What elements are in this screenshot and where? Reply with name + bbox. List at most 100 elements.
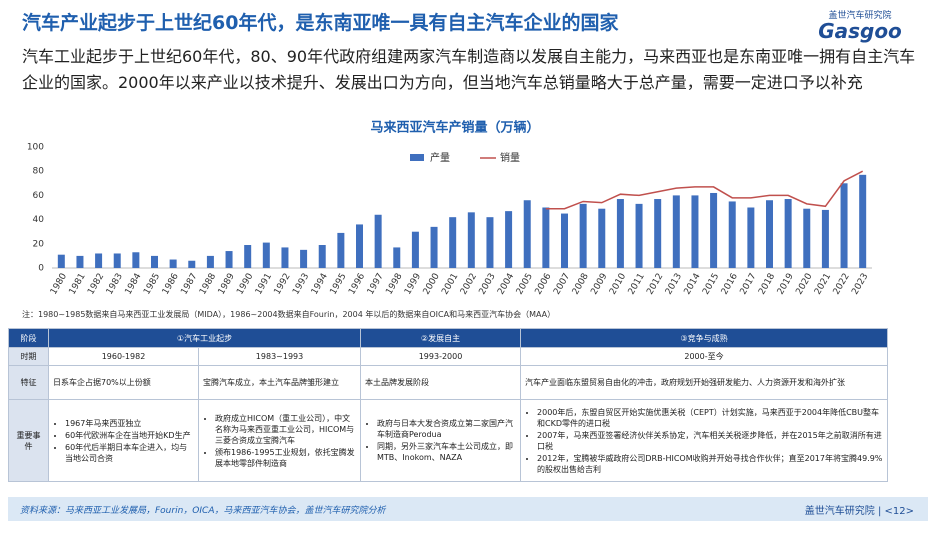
cell: 日系车企占据70%以上份额	[48, 365, 199, 400]
cell: 2000年后，东盟自贸区开始实施优惠关税（CEPT）计划实施，马来西亚于2004…	[520, 399, 888, 482]
x-tick-label: 2008	[571, 272, 591, 297]
event-list: 2000年后，东盟自贸区开始实施优惠关税（CEPT）计划实施，马来西亚于2004…	[525, 407, 883, 475]
bar	[225, 251, 233, 268]
x-tick-label: 1982	[86, 272, 106, 297]
x-tick-label: 2018	[757, 272, 777, 297]
x-tick-label: 1992	[273, 272, 293, 297]
y-tick-label: 0	[38, 264, 44, 274]
bar	[840, 183, 848, 268]
event: 2007年，马来西亚签署经济伙伴关系协定，汽车相关关税逐步降低，并在2015年之…	[537, 430, 883, 452]
header-cell: 阶段	[8, 328, 49, 348]
x-tick-label: 2022	[832, 272, 852, 297]
event: 1967年马来西亚独立	[65, 418, 194, 429]
x-tick-label: 2021	[813, 272, 833, 297]
x-tick-label: 1993	[291, 272, 311, 297]
cell: 政府与日本大发合资成立第二家国产汽车制造商Perodua同期，另外三家汽车本土公…	[360, 399, 522, 482]
x-tick-label: 1983	[105, 272, 125, 297]
x-tick-label: 2003	[478, 272, 498, 297]
header-cell: ③竞争与成熟	[520, 328, 888, 348]
y-tick-label: 100	[27, 143, 44, 153]
x-tick-label: 1999	[403, 272, 423, 297]
y-tick-label: 20	[33, 239, 45, 249]
bar	[672, 195, 680, 268]
x-tick-label: 2017	[739, 272, 759, 297]
summary: 汽车工业起步于上世纪60年代，80、90年代政府组建两家汽车制造商以发展自主能力…	[22, 47, 916, 92]
x-tick-label: 2000	[422, 272, 442, 297]
x-tick-label: 1991	[254, 272, 274, 297]
cell: 1967年马来西亚独立60年代欧洲车企在当地开始KD生产60年代后半期日本车企进…	[48, 399, 199, 482]
logo: 盖世汽车研究院 Gasgoo	[800, 8, 920, 41]
x-tick-label: 2013	[664, 272, 684, 297]
bar	[803, 208, 811, 268]
bar	[244, 245, 252, 268]
bar	[113, 253, 121, 268]
y-tick-label: 40	[33, 215, 45, 225]
bar	[449, 217, 457, 268]
event-list: 政府成立HICOM（重工业公司），中文名称为马来西亚重工业公司，HICOM与三菱…	[203, 413, 356, 469]
x-tick-label: 2005	[515, 272, 535, 297]
bar	[430, 226, 438, 268]
x-tick-label: 2004	[496, 272, 516, 297]
x-tick-label: 1996	[347, 272, 367, 297]
bar	[356, 224, 363, 268]
header-cell: ①汽车工业起步	[47, 328, 362, 348]
legend-label: 产量	[430, 151, 450, 164]
bar	[561, 213, 568, 268]
bar	[523, 200, 531, 268]
event-list: 1967年马来西亚独立60年代欧洲车企在当地开始KD生产60年代后半期日本车企进…	[53, 418, 194, 464]
cell: 1983~1993	[197, 347, 362, 366]
line	[545, 170, 864, 210]
bar	[784, 199, 792, 268]
bar	[281, 247, 289, 268]
header-cell: ②发展自主	[360, 328, 522, 348]
x-tick-label: 2023	[850, 272, 870, 297]
bar	[169, 259, 177, 268]
x-tick-label: 2012	[645, 272, 665, 297]
event: 颁布1986-1995工业规划，依托宝腾发展本地零部件制造商	[215, 447, 356, 469]
cell: 汽车产业面临东盟贸易自由化的冲击，政府规划开始强研发能力、人力资源开发和海外扩张	[520, 365, 888, 400]
x-tick-label: 1980	[49, 272, 69, 297]
bar	[728, 201, 736, 268]
x-tick-label: 1994	[310, 272, 330, 297]
source: 资料来源：马来西亚工业发展局，Fourin，OICA，马来西亚汽车协会，盖世汽车…	[20, 506, 386, 516]
bar	[95, 253, 103, 268]
table-wrap: 阶段 ①汽车工业起步 ②发展自主 ③竞争与成熟 时期 1960-1982 1983~199…	[8, 328, 888, 482]
x-tick-label: 2007	[552, 272, 572, 297]
bar	[710, 192, 718, 268]
bar	[76, 255, 84, 268]
x-tick-label: 2009	[589, 272, 609, 297]
x-tick-label: 2010	[608, 272, 628, 297]
x-tick-label: 1995	[329, 272, 349, 297]
x-tick-label: 1985	[142, 272, 162, 297]
event: 同期，另外三家汽车本土公司成立，即MTB、Inokom、NAZA	[377, 441, 516, 463]
bar	[766, 200, 773, 268]
bar	[486, 217, 494, 268]
bar	[598, 208, 606, 268]
y-tick-label: 60	[33, 191, 45, 201]
logo-cn: 盖世汽车研究院	[828, 11, 892, 21]
event: 60年代欧洲车企在当地开始KD生产	[65, 430, 194, 441]
bar	[337, 232, 345, 268]
cell: 宝腾汽车成立，本土汽车品牌雏形建立	[197, 365, 362, 400]
bar	[393, 247, 401, 268]
bar	[188, 260, 196, 268]
bar	[505, 211, 513, 268]
x-tick-label: 2019	[776, 272, 796, 297]
x-tick-label: 1998	[384, 272, 404, 297]
page-number: <12>	[884, 506, 914, 517]
chart-title: 马来西亚汽车产销量（万辆）	[370, 120, 539, 136]
bar	[859, 174, 867, 268]
cell: 2000-至今	[520, 347, 888, 366]
cell: 1993-2000	[360, 347, 522, 366]
row-label: 重要事件	[8, 399, 49, 482]
x-tick-label: 1988	[198, 272, 218, 297]
x-tick-label: 1997	[366, 272, 386, 297]
x-tick-label: 2011	[627, 272, 647, 297]
bar	[691, 195, 699, 268]
y-tick-label: 80	[33, 167, 45, 177]
bar	[206, 255, 214, 268]
x-tick-label: 2006	[534, 272, 554, 297]
x-tick-label: 1990	[235, 272, 255, 297]
x-tick-label: 2014	[683, 272, 703, 297]
chart: 马来西亚汽车产销量（万辆） 02040608010019801981198219…	[27, 120, 872, 297]
